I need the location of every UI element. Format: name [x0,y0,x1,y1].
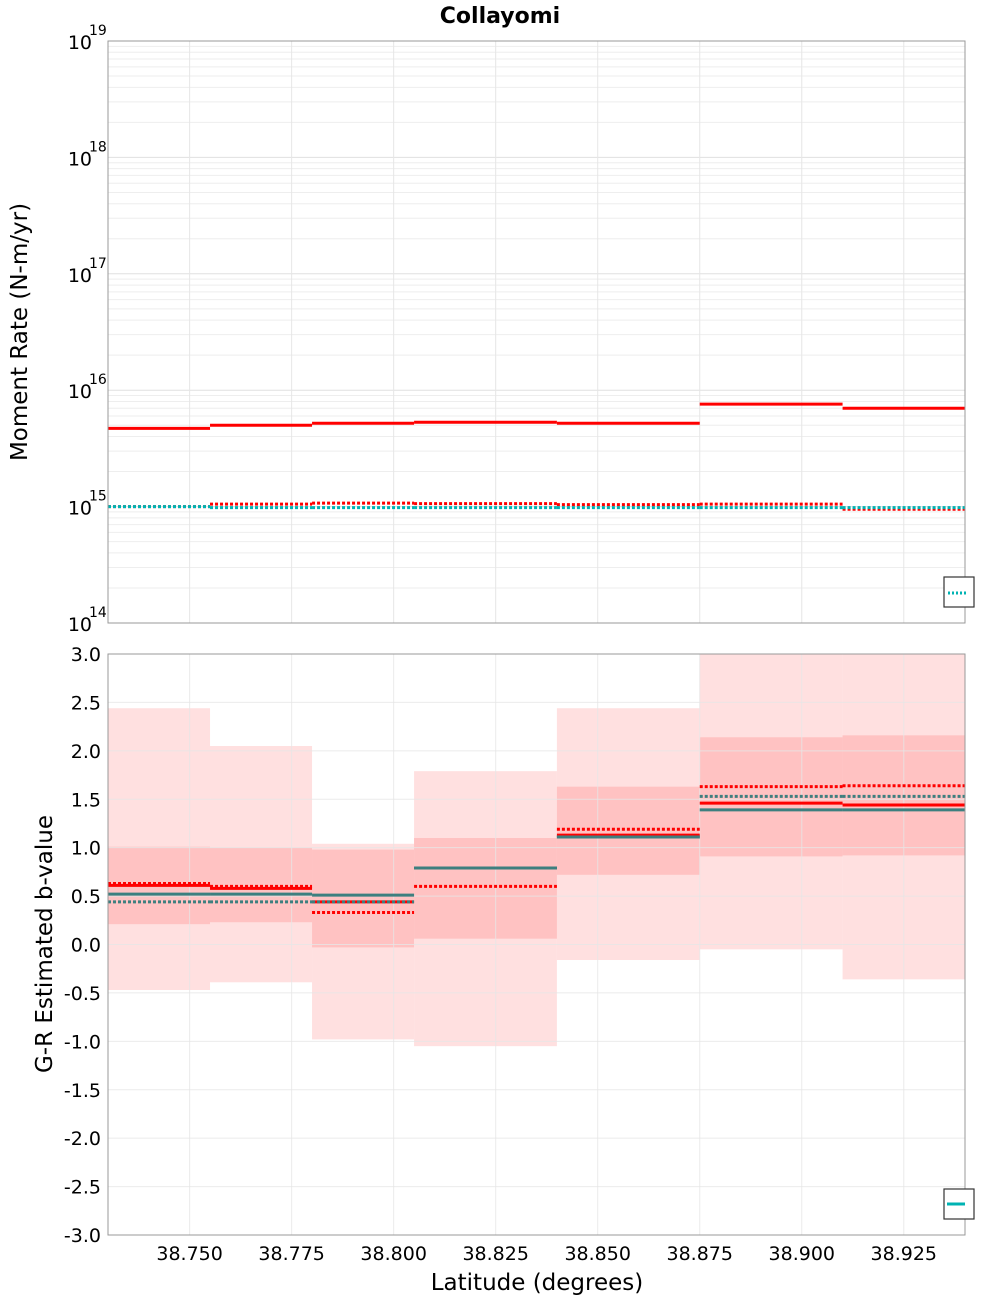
x-axis-tick-label: 38.800 [360,1243,426,1265]
moment-rate-legend [943,576,975,608]
x-axis-tick-label: 38.775 [258,1243,324,1265]
moment-rate-tick-label: 10 [68,148,92,170]
x-axis-tick-label: 38.900 [769,1243,835,1265]
b-value-panel: 3.0 2.5 2.0 1.5 1.0 0.5 0.0 -0.5 -1.0 -1.5 -2.0 -2.… [32,644,975,1296]
b-value-plot-frame [107,653,966,1236]
x-axis-tick-label: 38.825 [462,1243,528,1265]
b-value-tick-label: -3.0 [64,1225,101,1247]
b-value-confidence-bands [108,654,965,1047]
x-axis-tick-label: 38.750 [156,1243,222,1265]
x-axis-ticks: 38.750 38.775 38.800 38.825 38.850 38.875 38.9… [156,1243,937,1265]
moment-rate-legend-box [943,576,975,608]
moment-rate-tick-exponent: 18 [89,139,107,155]
b-value-legend [943,1188,975,1220]
b-value-tick-label: 1.0 [71,838,101,860]
x-axis-tick-label: 38.850 [564,1243,630,1265]
b-value-y-axis-label: G-R Estimated b-value [32,815,58,1073]
moment-rate-plot-frame [107,40,966,624]
b-value-tick-label: 0.5 [71,886,101,908]
moment-rate-tick-exponent: 17 [89,256,107,272]
moment-rate-tick-label: 10 [68,265,92,287]
b-value-tick-label: 2.0 [71,741,101,763]
x-axis-tick-label: 38.875 [666,1243,732,1265]
b-value-tick-label: 1.5 [71,789,101,811]
b-value-inner-band [414,837,557,939]
x-axis-tick-label: 38.925 [871,1243,937,1265]
b-value-tick-label: -1.5 [64,1080,101,1102]
b-value-tick-label: -0.5 [64,983,101,1005]
moment-rate-grid [108,40,965,624]
moment-rate-y-axis-label: Moment Rate (N-m/yr) [7,203,33,461]
b-value-series [108,784,965,915]
moment-rate-tick-exponent: 16 [89,372,107,388]
x-axis-label: Latitude (degrees) [431,1270,644,1296]
b-value-tick-label: -2.5 [64,1177,101,1199]
b-value-tick-label: -2.0 [64,1128,101,1150]
moment-rate-tick-exponent: 14 [89,605,107,621]
b-value-tick-label: 3.0 [71,644,101,666]
moment-rate-tick-label: 10 [68,614,92,636]
b-value-inner-band [312,849,415,948]
moment-rate-tick-label: 10 [68,381,92,403]
moment-rate-tick-exponent: 15 [89,489,107,505]
chart-title: Collayomi [440,4,560,29]
b-value-tick-label: 2.5 [71,692,101,714]
moment-rate-tick-label: 10 [68,32,92,54]
b-value-y-ticks: 3.0 2.5 2.0 1.5 1.0 0.5 0.0 -0.5 -1.0 -1.5 -2.0 -2.… [64,644,101,1247]
moment-rate-series [108,402,965,511]
b-value-tick-label: -1.0 [64,1031,101,1053]
moment-rate-tick-label: 10 [68,498,92,520]
moment-rate-tick-exponent: 19 [89,23,107,39]
b-value-tick-label: 0.0 [71,935,101,957]
